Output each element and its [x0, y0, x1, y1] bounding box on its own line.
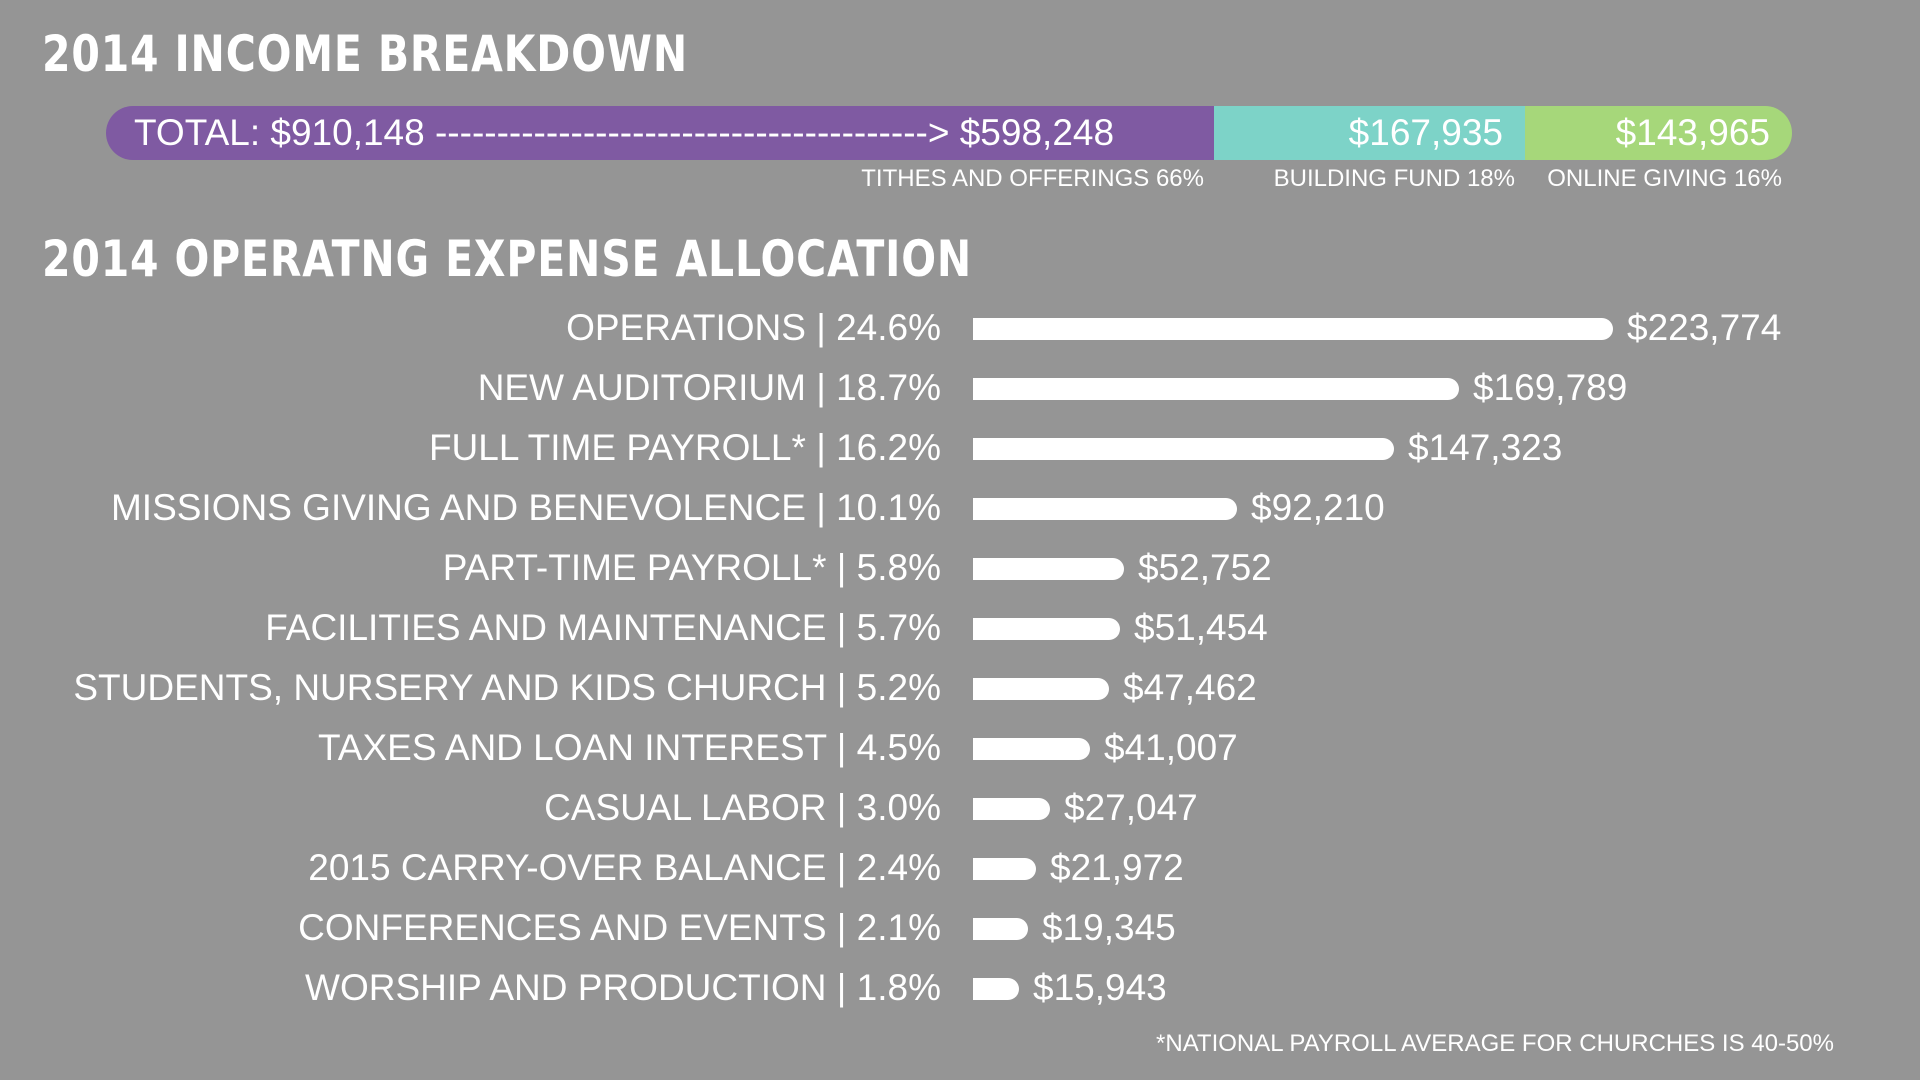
- expense-label: OPERATIONS | 24.6%: [566, 307, 941, 348]
- expense-bar: [973, 438, 1394, 460]
- expense-amount: $41,007: [1104, 727, 1238, 768]
- income-amount-building-fund: $167,935: [1348, 112, 1503, 153]
- expense-label: WORSHIP AND PRODUCTION | 1.8%: [305, 967, 941, 1008]
- expense-label: PART-TIME PAYROLL* | 5.8%: [442, 547, 941, 588]
- income-segment-online-giving: $143,965: [1525, 106, 1792, 160]
- expense-row: CONFERENCES AND EVENTS | 2.1% $19,345: [0, 906, 1920, 950]
- expense-bar: [973, 378, 1459, 400]
- expense-label: STUDENTS, NURSERY AND KIDS CHURCH | 5.2%: [73, 667, 941, 708]
- expense-row: STUDENTS, NURSERY AND KIDS CHURCH | 5.2%…: [0, 666, 1920, 710]
- expense-row: NEW AUDITORIUM | 18.7% $169,789: [0, 366, 1920, 410]
- expense-amount: $147,323: [1408, 427, 1563, 468]
- expense-amount: $223,774: [1627, 307, 1782, 348]
- expense-bar: [973, 498, 1237, 520]
- expense-amount: $52,752: [1138, 547, 1272, 588]
- expense-label: 2015 CARRY-OVER BALANCE | 2.4%: [308, 847, 941, 888]
- expense-amount: $21,972: [1050, 847, 1184, 888]
- expense-amount: $169,789: [1473, 367, 1628, 408]
- expense-label: FULL TIME PAYROLL* | 16.2%: [428, 427, 941, 468]
- expense-label: CONFERENCES AND EVENTS | 2.1%: [298, 907, 941, 948]
- expense-row: WORSHIP AND PRODUCTION | 1.8% $15,943: [0, 966, 1920, 1010]
- expense-row: PART-TIME PAYROLL* | 5.8% $52,752: [0, 546, 1920, 590]
- expense-row: FACILITIES AND MAINTENANCE | 5.7% $51,454: [0, 606, 1920, 650]
- expense-title: 2014 OPERATNG EXPENSE ALLOCATION: [42, 230, 973, 288]
- income-label-building-fund: BUILDING FUND 18%: [1273, 165, 1515, 192]
- income-title: 2014 INCOME BREAKDOWN: [42, 25, 688, 83]
- expense-label: CASUAL LABOR | 3.0%: [544, 787, 941, 828]
- income-label-tithes: TITHES AND OFFERINGS 66%: [861, 165, 1204, 192]
- expense-amount: $27,047: [1064, 787, 1198, 828]
- expense-amount: $47,462: [1123, 667, 1257, 708]
- expense-amount: $19,345: [1042, 907, 1176, 948]
- expense-bar: [973, 738, 1090, 760]
- expense-label: TAXES AND LOAN INTEREST | 4.5%: [317, 727, 941, 768]
- income-total-text: TOTAL: $910,148 ------------------------…: [134, 112, 1115, 153]
- income-amount-online-giving: $143,965: [1615, 112, 1770, 153]
- expense-bar: [973, 918, 1028, 940]
- expense-row: TAXES AND LOAN INTEREST | 4.5% $41,007: [0, 726, 1920, 770]
- expense-bar: [973, 618, 1120, 640]
- expense-row: 2015 CARRY-OVER BALANCE | 2.4% $21,972: [0, 846, 1920, 890]
- expense-bar: [973, 858, 1036, 880]
- income-segment-building-fund: $167,935: [1214, 106, 1525, 160]
- expense-row: MISSIONS GIVING AND BENEVOLENCE | 10.1% $…: [0, 486, 1920, 530]
- expense-label: MISSIONS GIVING AND BENEVOLENCE | 10.1%: [110, 487, 941, 528]
- income-stacked-bar: TOTAL: $910,148 ------------------------…: [106, 106, 1792, 160]
- expense-label: FACILITIES AND MAINTENANCE | 5.7%: [265, 607, 941, 648]
- expense-row: OPERATIONS | 24.6% $223,774: [0, 306, 1920, 350]
- expense-label: NEW AUDITORIUM | 18.7%: [477, 367, 941, 408]
- income-label-online-giving: ONLINE GIVING 16%: [1547, 165, 1782, 192]
- expense-bar: [973, 978, 1019, 1000]
- expense-bar: [973, 798, 1050, 820]
- expense-bar: [973, 678, 1109, 700]
- expense-row: FULL TIME PAYROLL* | 16.2% $147,323: [0, 426, 1920, 470]
- expense-amount: $51,454: [1134, 607, 1268, 648]
- expense-amount: $15,943: [1033, 967, 1167, 1008]
- expense-amount: $92,210: [1251, 487, 1385, 528]
- expense-bar: [973, 318, 1613, 340]
- payroll-footnote: *NATIONAL PAYROLL AVERAGE FOR CHURCHES I…: [1156, 1030, 1834, 1057]
- expense-row: CASUAL LABOR | 3.0% $27,047: [0, 786, 1920, 830]
- expense-bar: [973, 558, 1124, 580]
- income-segment-tithes: TOTAL: $910,148 ------------------------…: [106, 106, 1214, 160]
